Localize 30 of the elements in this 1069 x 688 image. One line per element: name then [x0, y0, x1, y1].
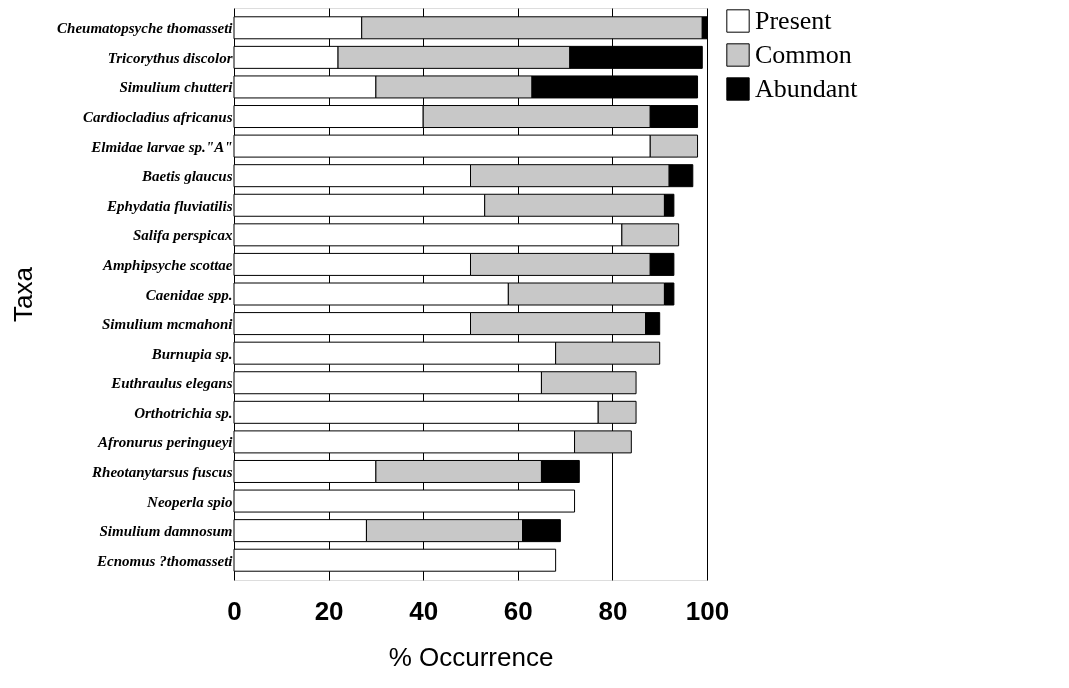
y-tick-label: Simulium chutteri — [119, 79, 234, 96]
y-axis-title: Taxa — [8, 266, 39, 322]
x-tick-label: 100 — [685, 595, 730, 626]
y-tick-label: Caenidae spp. — [145, 286, 233, 303]
x-tick-label: 0 — [227, 595, 242, 626]
y-tick-label: Burnupia sp. — [150, 345, 233, 362]
y-tick-label: Amphipsyche scottae — [101, 256, 233, 273]
y-tick-label: Simulium damnosum — [99, 523, 233, 540]
x-tick-label: 40 — [409, 595, 439, 626]
y-tick-label: Baetis glaucus — [141, 168, 233, 185]
y-tick-label: Euthraulus elegans — [110, 375, 233, 392]
y-tick-label: Ecnomus ?thomasseti — [96, 552, 234, 569]
legend-label: Present — [755, 6, 833, 35]
y-tick-label: Neoperla spio — [146, 493, 233, 510]
y-tick-label: Rheotanytarsus fuscus — [91, 463, 233, 480]
y-tick-label: Afronurus peringueyi — [96, 434, 234, 451]
x-axis-title: % Occurrence — [388, 641, 554, 672]
y-tick-label: Cheumatopsyche thomasseti — [57, 20, 234, 37]
x-tick-label: 20 — [314, 595, 344, 626]
y-tick-label: Simulium mcmahoni — [102, 316, 234, 333]
legend-label: Abundant — [755, 74, 859, 103]
x-tick-label: 80 — [598, 595, 628, 626]
y-tick-label: Orthotrichia sp. — [134, 404, 233, 421]
y-tick-label: Tricorythus discolor — [107, 49, 233, 66]
legend-label: Common — [755, 40, 852, 69]
y-tick-label: Elmidae larvae sp."A" — [90, 138, 233, 155]
x-tick-label: 60 — [503, 595, 533, 626]
y-tick-label: Salifa perspicax — [132, 227, 233, 244]
y-tick-label: Cardiocladius africanus — [82, 109, 233, 126]
y-tick-label: Ephydatia fluviatilis — [106, 197, 233, 214]
